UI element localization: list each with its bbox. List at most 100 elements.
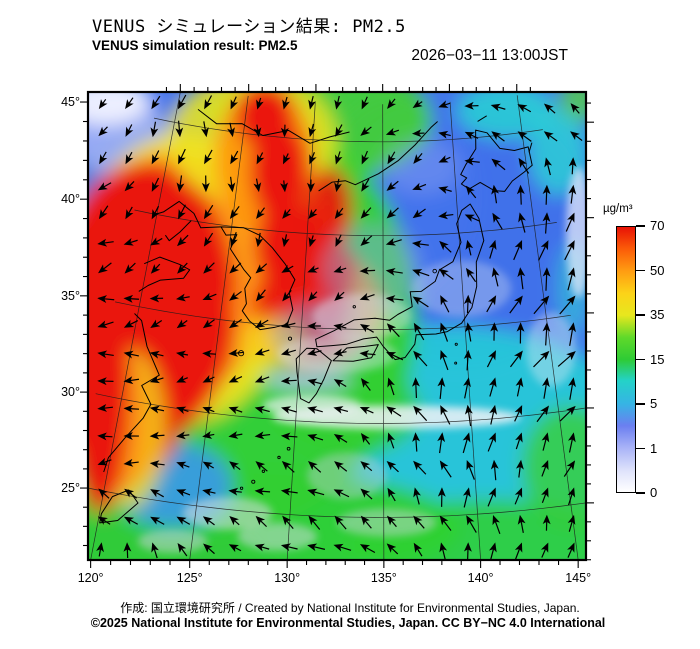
wind-arrow [124, 488, 137, 499]
wind-arrow [518, 212, 526, 233]
wind-arrow [491, 158, 506, 171]
wind-arrow [98, 262, 112, 274]
wind-arrow [360, 488, 373, 500]
wind-arrow [542, 267, 551, 291]
wind-arrow [280, 543, 298, 552]
wind-arrow [307, 378, 323, 387]
cloud-blob [307, 452, 387, 500]
wind-arrow [308, 291, 318, 302]
wind-arrow [203, 232, 214, 247]
wind-arrow [178, 148, 186, 165]
wind-arrow [359, 544, 376, 554]
wind-arrow [464, 214, 480, 222]
wind-arrow [228, 544, 242, 553]
wind-arrow [149, 431, 165, 440]
wind-arrow [98, 126, 108, 137]
wind-arrow [97, 295, 115, 303]
wind-arrow [570, 131, 583, 142]
wind-arrow [254, 375, 270, 383]
wind-arrow [150, 263, 161, 274]
wind-arrow [333, 406, 349, 414]
wind-arrow [360, 235, 373, 247]
colorbar-tick-label: 35 [650, 307, 665, 322]
wind-arrow [334, 178, 342, 193]
lon-tick-label: 120° [78, 571, 104, 585]
map-frame [86, 90, 588, 562]
wind-arrow [333, 379, 347, 388]
wind-arrow [150, 237, 163, 246]
coastline-path [315, 203, 485, 361]
wind-arrow [151, 95, 161, 110]
colorbar-unit-label: µg/m³ [603, 203, 633, 215]
datetime-label: 2026−03−11 13:00JST [411, 47, 568, 64]
wind-arrow [123, 542, 132, 559]
wind-arrow [306, 179, 315, 193]
wind-arrow [229, 319, 242, 329]
wind-arrow [149, 294, 164, 303]
wind-arrow [175, 431, 190, 440]
lat-tick-label: 30° [61, 385, 80, 399]
wind-arrow [125, 206, 134, 220]
wind-arrow [124, 181, 135, 192]
pm25-field-blob [88, 251, 131, 514]
wind-arrow [517, 104, 532, 113]
wind-arrow [98, 488, 110, 499]
wind-arrow [177, 262, 188, 274]
wind-arrow [386, 515, 397, 528]
wind-arrow [308, 95, 316, 110]
wind-arrow [123, 516, 139, 525]
lat-tick-label: 25° [61, 481, 80, 495]
wind-arrow [360, 378, 371, 391]
wind-arrow [228, 431, 243, 439]
wind-arrow [413, 405, 428, 422]
wind-arrow [333, 265, 347, 274]
wind-arrow [491, 184, 500, 204]
wind-arrow [177, 234, 189, 247]
wind-arrow [149, 375, 164, 384]
wind-arrow [253, 178, 262, 193]
wind-arrow [150, 489, 164, 498]
wind-arrow [97, 403, 113, 412]
wind-arrow [359, 292, 375, 301]
wind-arrow [175, 120, 184, 138]
wind-arrow [387, 487, 396, 502]
wind-arrow [281, 348, 297, 356]
wind-arrow [568, 322, 576, 346]
island-outline [454, 361, 458, 365]
wind-arrow [97, 377, 114, 386]
colorbar-tick-mark [636, 225, 645, 227]
wind-arrow [280, 124, 289, 138]
island-outline [286, 446, 291, 451]
wind-arrow [541, 487, 549, 504]
wind-arrow [533, 295, 550, 315]
pm25-field-blob [307, 166, 352, 252]
wind-arrow [540, 542, 549, 558]
wind-arrow [518, 157, 530, 174]
wind-arrow [280, 432, 298, 441]
wind-arrow [438, 155, 451, 163]
wind-arrow [282, 289, 292, 302]
parallel-line [95, 393, 585, 424]
wind-arrow [253, 124, 262, 138]
wind-arrow [386, 207, 399, 219]
wind-arrow [255, 263, 268, 274]
wind-arrow [440, 349, 449, 371]
wind-arrow [151, 150, 160, 165]
wind-arrow [204, 149, 213, 165]
wind-arrow [309, 151, 317, 165]
wind-arrow [361, 150, 370, 165]
wind-arrow [256, 152, 265, 165]
wind-arrow [412, 208, 426, 219]
cloud-blob [182, 496, 273, 530]
wind-arrow [413, 322, 425, 341]
wind-arrow [513, 240, 523, 261]
wind-arrow [490, 322, 499, 341]
wind-arrow [124, 262, 136, 274]
wind-arrow [359, 407, 374, 415]
wind-arrow [334, 207, 344, 219]
wind-arrow [97, 516, 111, 525]
coastline-path [220, 226, 296, 331]
wind-arrow [542, 184, 551, 205]
wind-arrow [202, 431, 215, 439]
wind-arrow [281, 264, 294, 273]
